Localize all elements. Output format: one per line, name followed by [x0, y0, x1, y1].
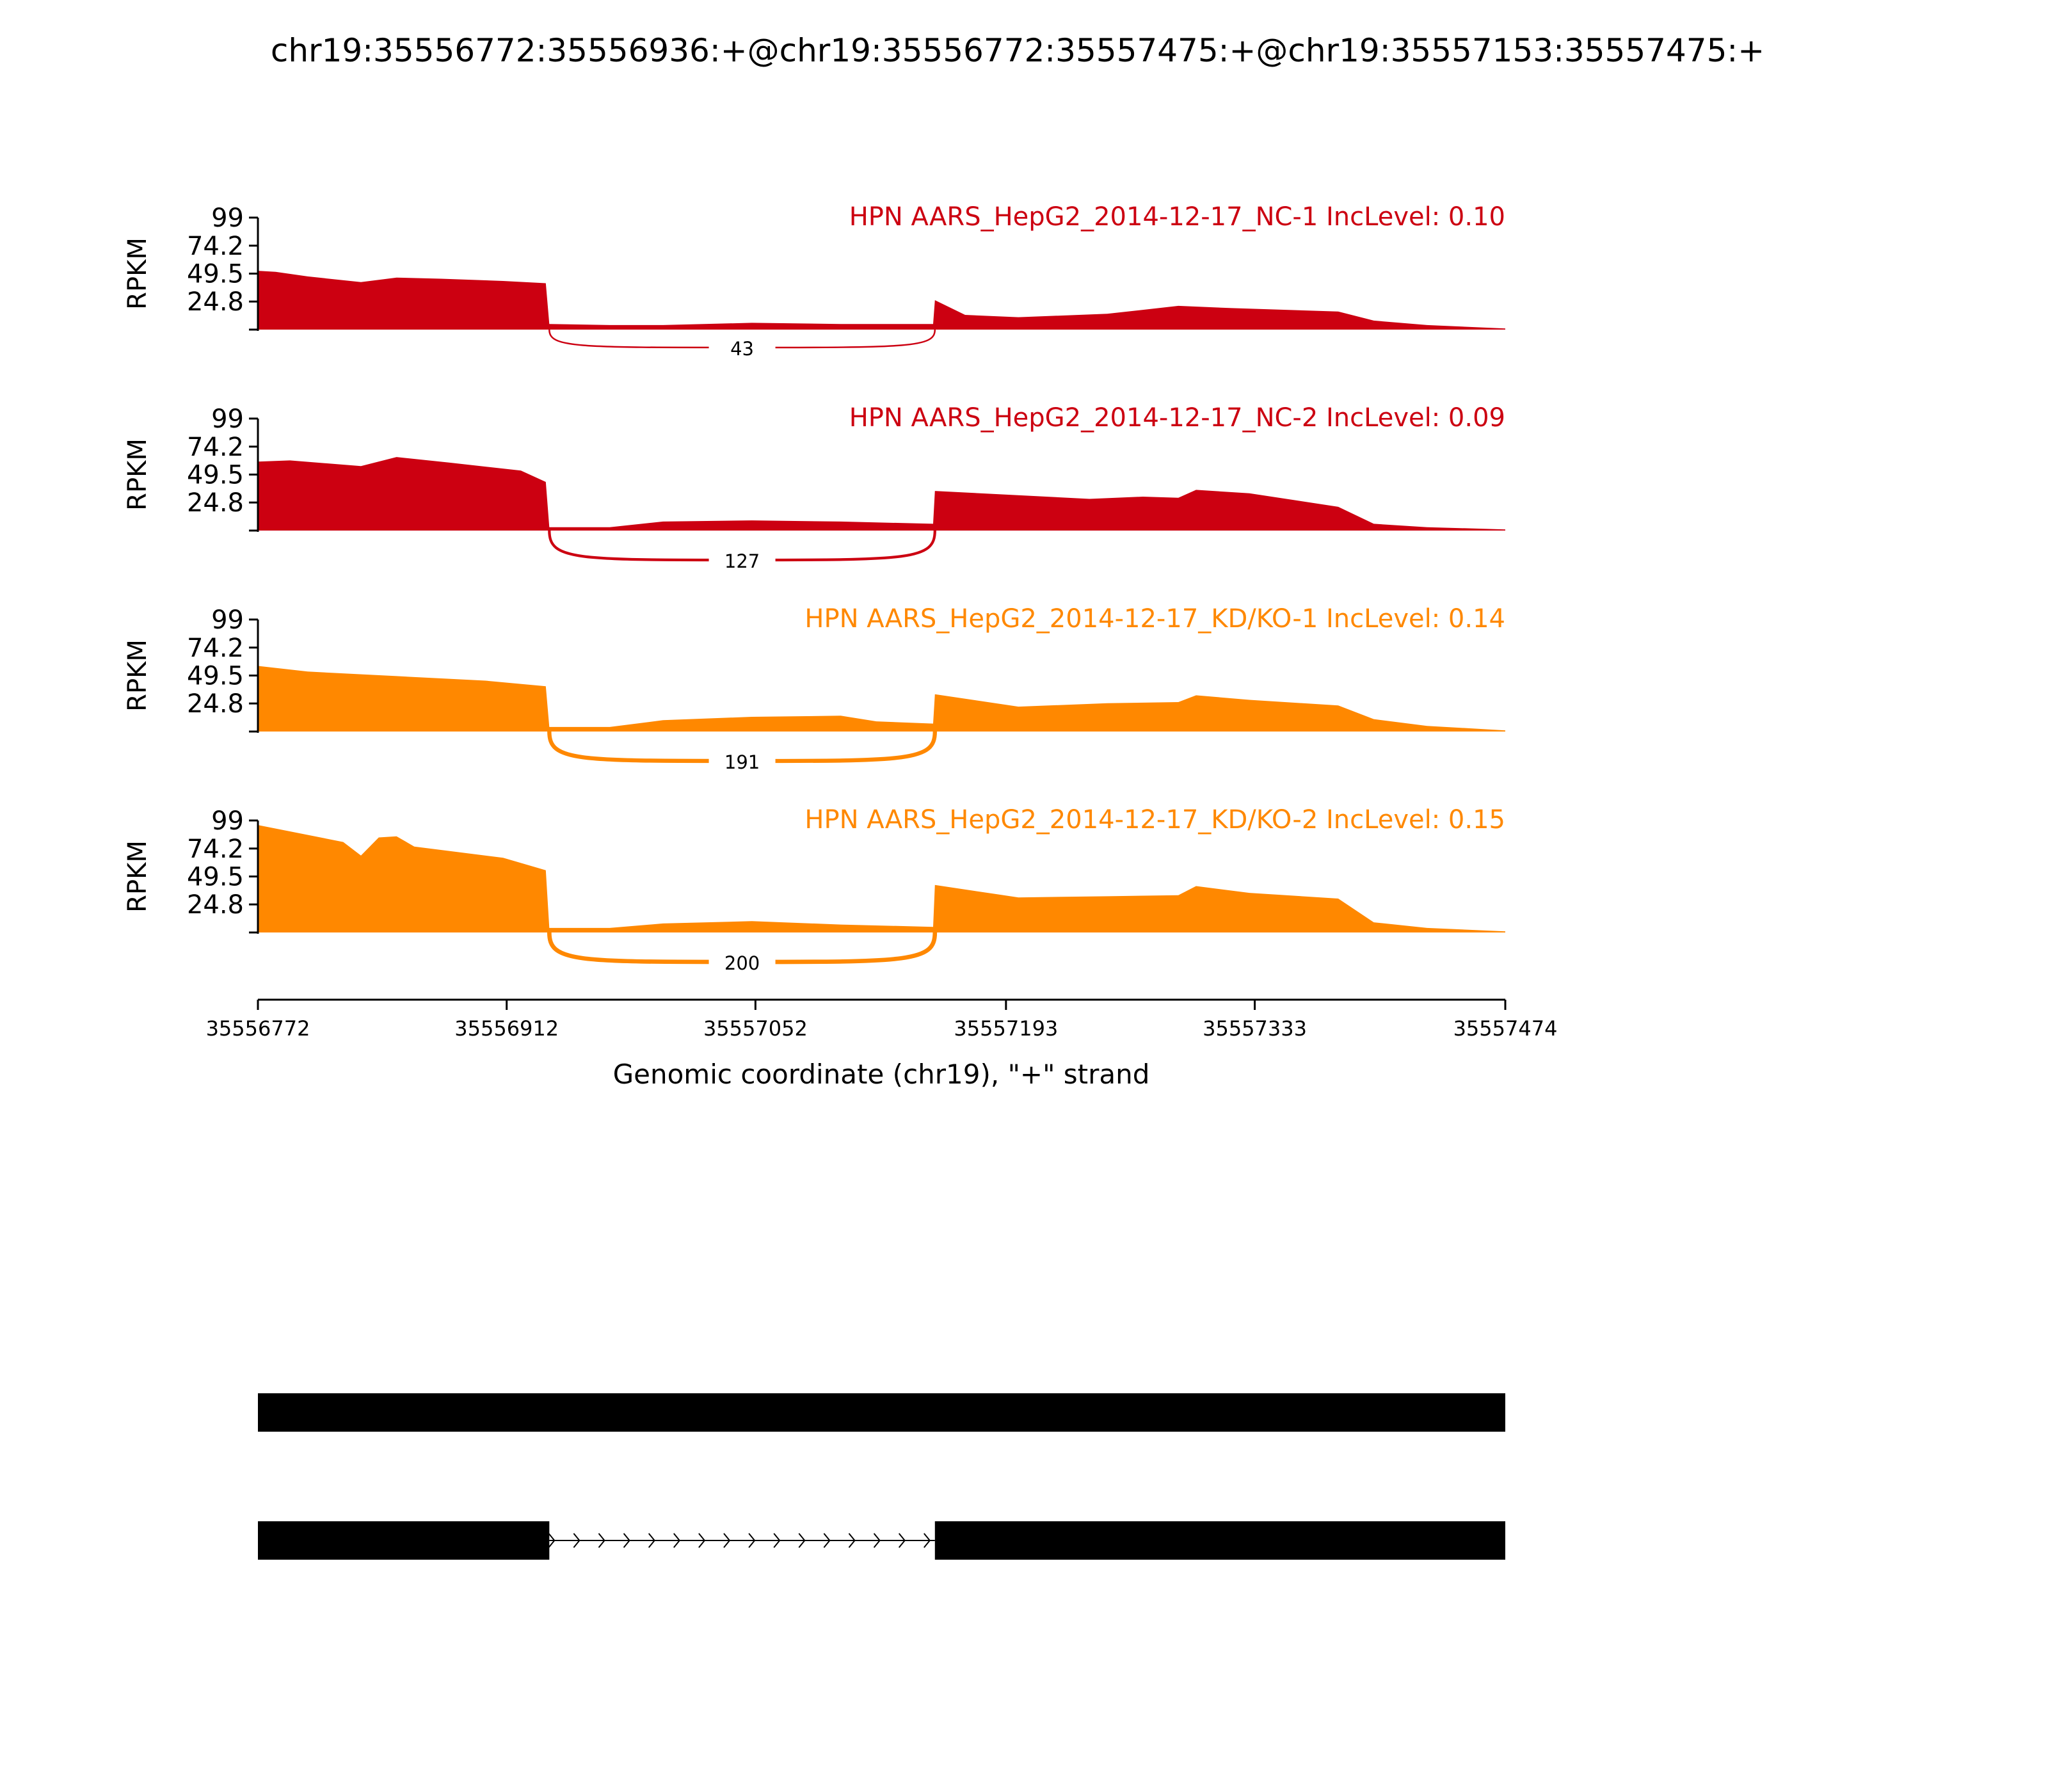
strand-arrow — [673, 1533, 681, 1548]
strand-arrow — [898, 1533, 906, 1548]
strand-arrow — [573, 1533, 580, 1548]
strand-arrow — [698, 1533, 706, 1548]
junction-read-count: 127 — [724, 550, 760, 572]
y-axis-label: RPKM — [123, 237, 152, 310]
exon-block — [258, 1521, 550, 1560]
y-tick-label: 74.2 — [187, 433, 244, 462]
y-tick-label: 49.5 — [187, 461, 244, 490]
x-axis: 35556772 35556912 35557052 35557193 35557333… — [206, 998, 1558, 1041]
strand-arrow — [548, 1533, 556, 1548]
strand-arrow — [723, 1533, 731, 1548]
x-tick-label: 35556772 — [206, 1016, 310, 1041]
y-tick-label: 24.8 — [187, 689, 244, 719]
junction-read-count: 43 — [730, 338, 754, 360]
isoform-models — [258, 1393, 1505, 1560]
strand-arrow — [798, 1533, 806, 1548]
y-tick-label: 49.5 — [187, 863, 244, 892]
y-tick-label: 74.2 — [187, 232, 244, 261]
y-tick-label: 24.8 — [187, 287, 244, 317]
y-tick-label: 24.8 — [187, 890, 244, 920]
y-tick-label: 49.5 — [187, 662, 244, 691]
y-axis-label: RPKM — [123, 639, 152, 712]
strand-arrow — [748, 1533, 756, 1548]
strand-arrow — [623, 1533, 630, 1548]
strand-arrow — [773, 1533, 781, 1548]
x-axis-label: Genomic coordinate (chr19), "+" strand — [613, 1059, 1150, 1090]
isoform-track — [258, 1393, 1505, 1432]
strand-arrow — [648, 1533, 655, 1548]
track-label: HPN AARS_HepG2_2014-12-17_NC-1 IncLevel:… — [849, 202, 1505, 232]
junction-label-box — [708, 332, 776, 364]
track-label: HPN AARS_HepG2_2014-12-17_KD/KO-1 IncLev… — [804, 604, 1505, 634]
y-tick-label: 74.2 — [187, 835, 244, 864]
junction-label-box — [708, 746, 776, 778]
track-label: HPN AARS_HepG2_2014-12-17_KD/KO-2 IncLev… — [804, 805, 1505, 835]
x-tick-label: 35557052 — [703, 1016, 808, 1041]
exon-block — [934, 1521, 1505, 1560]
y-tick-label: 49.5 — [187, 260, 244, 289]
strand-arrow — [598, 1533, 605, 1548]
junction-label-box — [708, 545, 776, 577]
y-axis-label: RPKM — [123, 840, 152, 913]
y-tick-label: 99 — [211, 404, 244, 434]
y-tick-label: 99 — [211, 204, 244, 233]
x-tick-label: 35557193 — [954, 1016, 1058, 1041]
strand-arrow — [848, 1533, 856, 1548]
junction-read-count: 191 — [724, 751, 760, 773]
x-tick-label: 35556912 — [454, 1016, 559, 1041]
y-tick-label: 74.2 — [187, 634, 244, 663]
exon-block — [258, 1393, 1505, 1432]
junction-label-box — [708, 947, 776, 979]
x-tick-label: 35557333 — [1203, 1016, 1307, 1041]
y-tick-label: 24.8 — [187, 488, 244, 518]
x-tick-label: 35557474 — [1453, 1016, 1558, 1041]
strand-arrow — [924, 1533, 931, 1548]
strand-arrow — [873, 1533, 881, 1548]
junction-read-count: 200 — [724, 952, 760, 974]
strand-arrow — [823, 1533, 831, 1548]
coverage-area — [258, 271, 1505, 330]
coverage-area — [258, 825, 1505, 932]
track-label: HPN AARS_HepG2_2014-12-17_NC-2 IncLevel:… — [849, 403, 1505, 433]
coverage-area — [258, 666, 1505, 732]
chart-title: chr19:35556772:35556936:+@chr19:35556772… — [271, 32, 1764, 69]
y-axis-label: RPKM — [123, 438, 152, 511]
y-tick-label: 99 — [211, 605, 244, 635]
coverage-area — [258, 457, 1505, 531]
y-tick-label: 99 — [211, 806, 244, 836]
isoform-track — [258, 1521, 1505, 1560]
